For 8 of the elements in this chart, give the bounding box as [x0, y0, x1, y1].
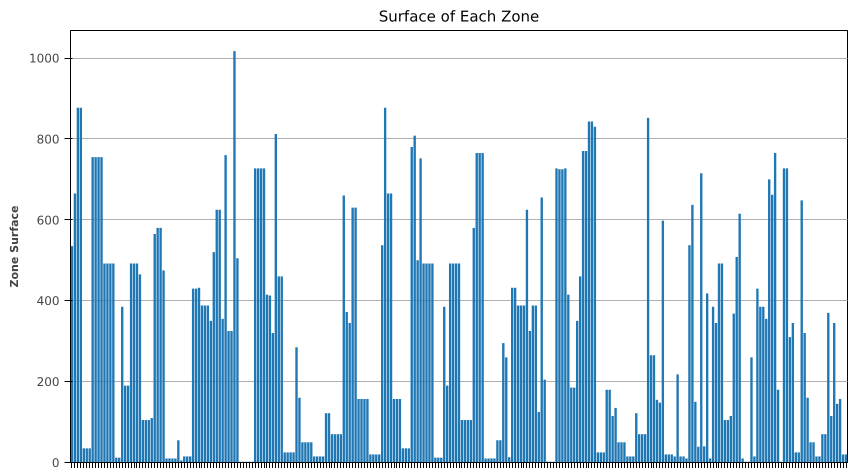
y-tick-label: 200 [36, 375, 60, 390]
y-tick-label: 400 [36, 294, 60, 308]
chart-title: Surface of Each Zone [378, 8, 540, 26]
y-tick-label: 1000 [28, 52, 60, 66]
y-tick-label: 800 [36, 132, 60, 146]
y-tick-label: 600 [36, 213, 60, 228]
y-tick-label: 0 [52, 456, 60, 468]
y-axis-title: Zone Surface [8, 205, 21, 288]
